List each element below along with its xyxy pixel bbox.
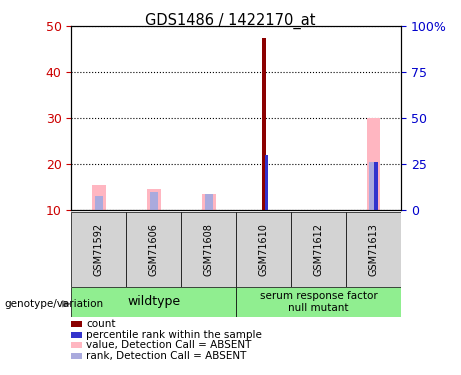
Text: GSM71612: GSM71612 — [313, 223, 324, 276]
Bar — [126, 212, 181, 287]
Bar — [369, 162, 378, 210]
Text: rank, Detection Call = ABSENT: rank, Detection Call = ABSENT — [86, 351, 247, 361]
Text: GSM71606: GSM71606 — [149, 223, 159, 276]
Bar — [150, 192, 158, 210]
Bar — [71, 287, 236, 317]
Bar — [95, 196, 103, 210]
Bar — [92, 185, 106, 210]
Bar — [236, 287, 401, 317]
Text: GDS1486 / 1422170_at: GDS1486 / 1422170_at — [145, 13, 316, 29]
Text: GSM71608: GSM71608 — [204, 223, 214, 276]
Bar — [291, 212, 346, 287]
Bar — [367, 118, 380, 210]
Bar — [71, 212, 126, 287]
Bar — [262, 38, 266, 210]
Text: genotype/variation: genotype/variation — [5, 299, 104, 309]
Bar — [205, 194, 213, 210]
Text: serum response factor
null mutant: serum response factor null mutant — [260, 291, 378, 313]
Bar — [265, 155, 268, 210]
Text: wildtype: wildtype — [127, 296, 180, 308]
Bar — [181, 212, 236, 287]
Text: GSM71592: GSM71592 — [94, 223, 104, 276]
Text: percentile rank within the sample: percentile rank within the sample — [86, 330, 262, 340]
Bar — [202, 194, 216, 210]
Bar — [147, 189, 161, 210]
Text: GSM71613: GSM71613 — [369, 223, 378, 276]
Text: count: count — [86, 320, 116, 329]
Text: value, Detection Call = ABSENT: value, Detection Call = ABSENT — [86, 340, 252, 350]
Bar — [346, 212, 401, 287]
Bar — [236, 212, 291, 287]
Text: GSM71610: GSM71610 — [259, 223, 269, 276]
Bar — [374, 162, 378, 210]
